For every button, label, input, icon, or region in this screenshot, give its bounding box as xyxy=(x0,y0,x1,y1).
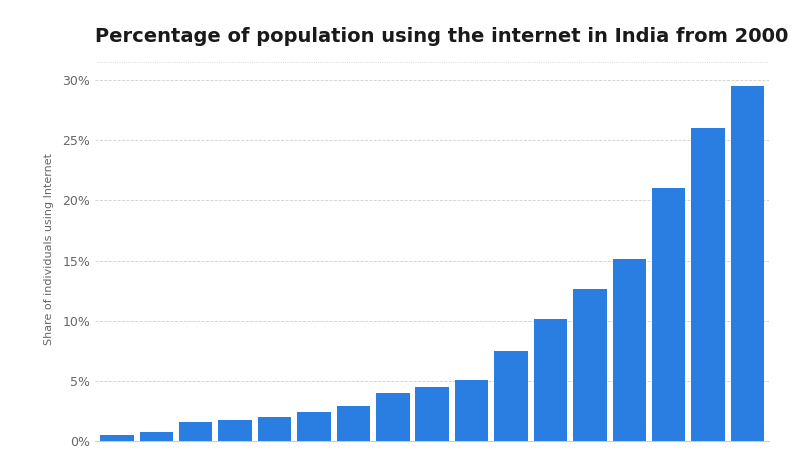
Bar xyxy=(573,289,607,441)
Bar xyxy=(218,420,252,441)
Y-axis label: Share of individuals using Internet: Share of individuals using Internet xyxy=(44,152,54,345)
Bar xyxy=(534,319,567,441)
Bar xyxy=(416,387,449,441)
Bar xyxy=(691,129,725,441)
Bar xyxy=(455,379,488,441)
Bar xyxy=(376,393,409,441)
Bar xyxy=(258,417,291,441)
Bar xyxy=(731,86,764,441)
Bar xyxy=(336,406,370,441)
Bar xyxy=(652,189,685,441)
Bar xyxy=(179,422,213,441)
Bar xyxy=(100,435,133,441)
Bar xyxy=(297,412,331,441)
Text: Percentage of population using the internet in India from 2000 to 2016: Percentage of population using the inter… xyxy=(95,27,793,46)
Bar xyxy=(494,351,528,441)
Bar xyxy=(140,432,173,441)
Bar xyxy=(612,259,646,441)
